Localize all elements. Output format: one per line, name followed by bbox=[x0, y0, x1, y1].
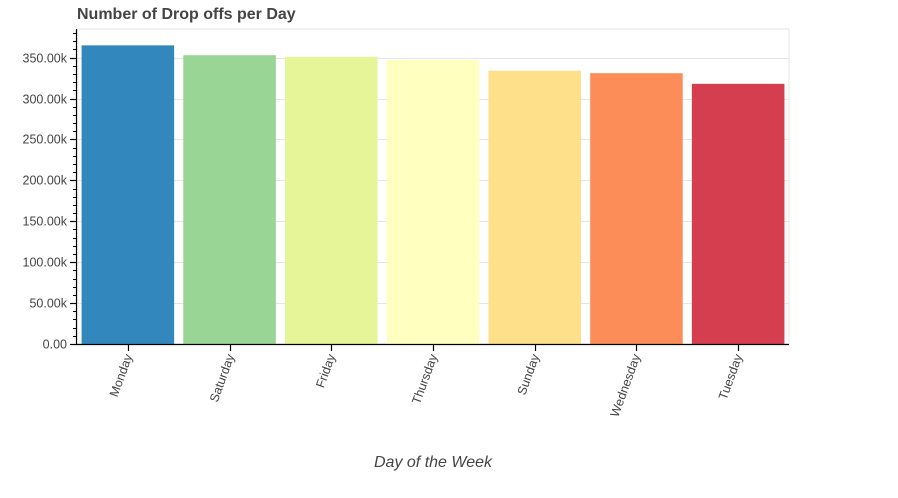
bars bbox=[81, 45, 785, 345]
y-tick-label: 50.00k bbox=[29, 297, 67, 311]
y-tick-label: 250.00k bbox=[23, 133, 68, 147]
x-tick-label: Wednesday bbox=[608, 352, 644, 419]
bar-friday bbox=[285, 56, 378, 345]
chart-title: Number of Drop offs per Day bbox=[77, 6, 296, 23]
x-tick-label: Monday bbox=[107, 352, 136, 399]
bar-monday bbox=[81, 45, 175, 344]
y-tick-label: 150.00k bbox=[23, 215, 68, 229]
y-tick-label: 200.00k bbox=[23, 174, 68, 188]
x-tick-label: Thursday bbox=[409, 352, 440, 406]
y-tick-label: 350.00k bbox=[23, 52, 68, 66]
bar-tuesday bbox=[691, 83, 785, 345]
x-tick-label: Saturday bbox=[207, 352, 238, 405]
y-tick-label: 0.00 bbox=[43, 338, 67, 352]
bar-wednesday bbox=[590, 73, 683, 344]
x-axis-label: Day of the Week bbox=[374, 454, 493, 471]
x-tick-label: Tuesday bbox=[716, 352, 746, 402]
y-tick-label: 300.00k bbox=[23, 93, 68, 107]
bar-thursday bbox=[386, 60, 480, 344]
x-tick-label: Friday bbox=[313, 352, 338, 390]
bar-saturday bbox=[183, 55, 276, 344]
bar-sunday bbox=[488, 70, 581, 345]
y-tick-label: 100.00k bbox=[23, 256, 68, 270]
x-tick-label: Sunday bbox=[515, 352, 543, 397]
